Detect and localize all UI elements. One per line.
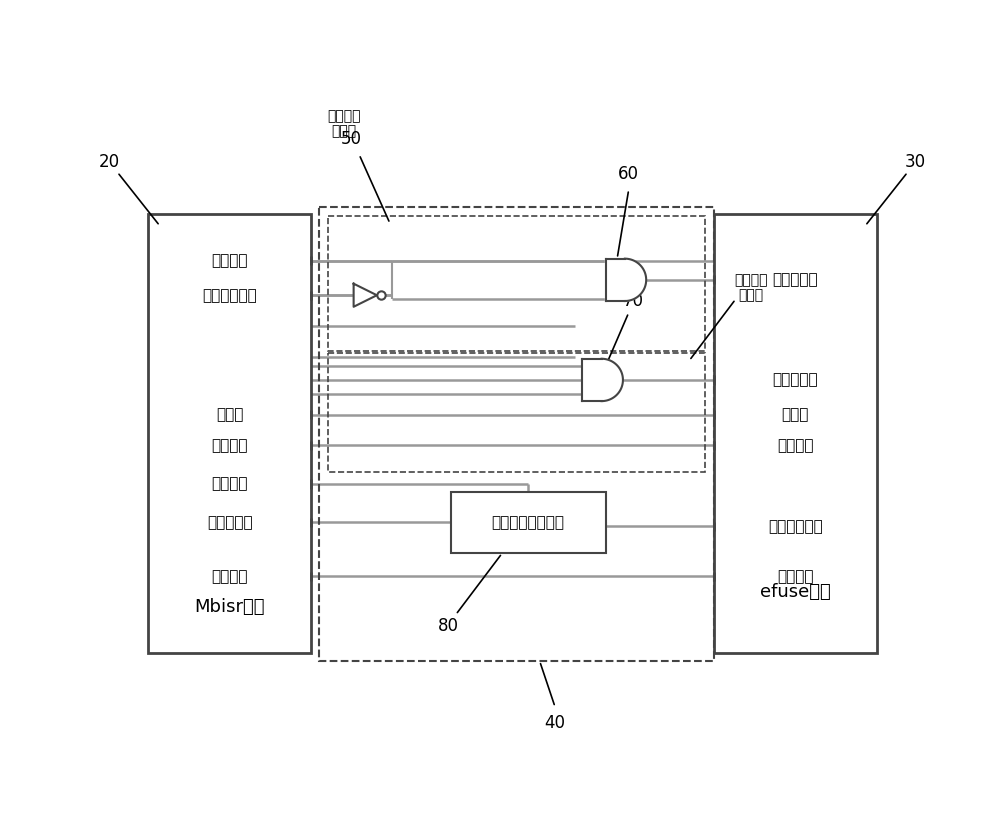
Text: 第二转换: 第二转换 — [734, 273, 768, 287]
Polygon shape — [606, 259, 646, 301]
Text: 位地址: 位地址 — [216, 407, 243, 422]
Text: 70: 70 — [622, 292, 643, 310]
Text: 字节地址: 字节地址 — [777, 438, 814, 453]
Text: 地址有效信号: 地址有效信号 — [768, 519, 823, 534]
Text: 写使能信号: 写使能信号 — [207, 515, 252, 530]
Text: 时钟信号: 时钟信号 — [211, 476, 248, 491]
Text: 50: 50 — [341, 130, 362, 148]
Bar — [714, 214, 877, 653]
Text: efuse模块: efuse模块 — [760, 583, 831, 601]
Text: 位地址: 位地址 — [782, 407, 809, 422]
Text: 写使能信号: 写使能信号 — [773, 272, 818, 288]
Text: 子电路: 子电路 — [739, 288, 764, 302]
Text: 片选信号: 片选信号 — [211, 253, 248, 268]
Bar — [319, 207, 714, 661]
Text: 字节地址: 字节地址 — [211, 438, 248, 453]
Text: 第一转换: 第一转换 — [327, 109, 360, 123]
Text: 20: 20 — [99, 153, 120, 171]
Text: 读使能信号: 读使能信号 — [773, 372, 818, 387]
Text: Mbisr模块: Mbisr模块 — [194, 598, 265, 616]
Bar — [450, 492, 606, 553]
Text: 输出使能信号: 输出使能信号 — [202, 288, 257, 302]
Text: 地址有效转换电路: 地址有效转换电路 — [492, 515, 564, 530]
Text: 数据信号: 数据信号 — [211, 569, 248, 583]
Text: 30: 30 — [905, 153, 926, 171]
Text: 60: 60 — [618, 165, 639, 183]
Polygon shape — [582, 358, 623, 401]
Text: 数据信号: 数据信号 — [777, 569, 814, 583]
Text: 40: 40 — [545, 714, 566, 732]
Bar — [328, 216, 705, 351]
Bar — [328, 353, 705, 472]
Text: 80: 80 — [437, 617, 458, 635]
Text: 子电路: 子电路 — [331, 124, 356, 138]
Polygon shape — [354, 283, 377, 307]
Bar — [148, 214, 311, 653]
